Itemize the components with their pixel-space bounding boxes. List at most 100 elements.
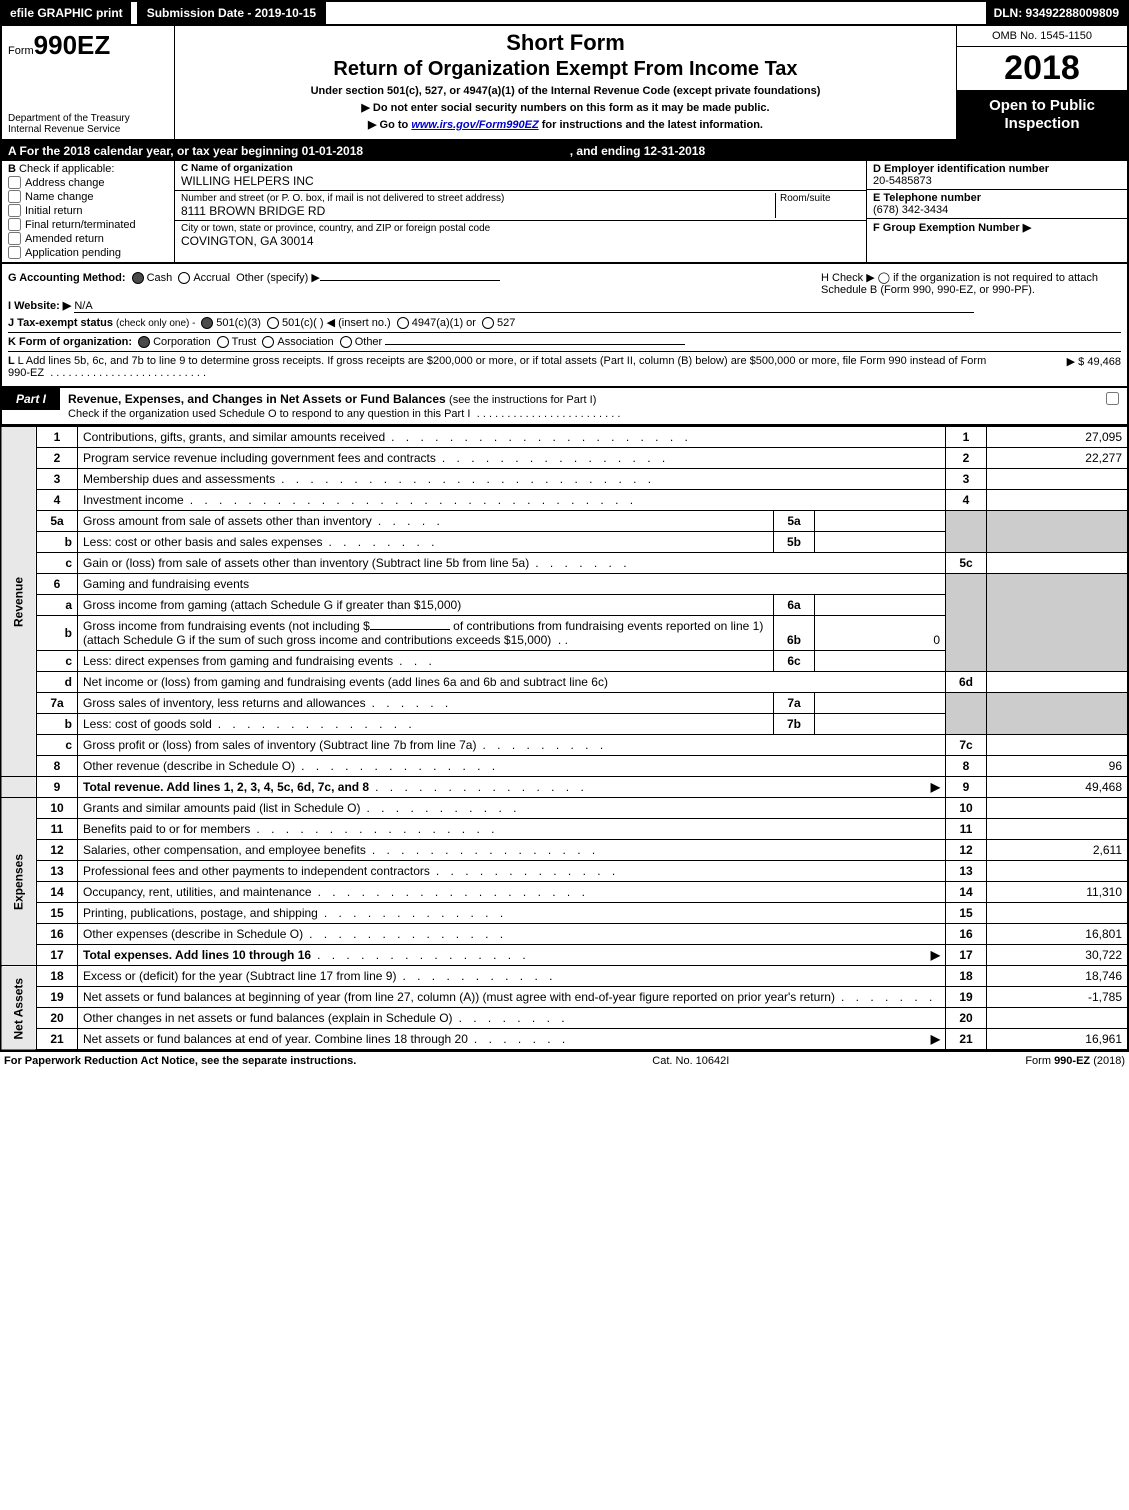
line-16-val: 16,801 [987,924,1129,945]
radio-trust[interactable] [217,336,229,348]
row-13: 13 Professional fees and other payments … [1,861,1128,882]
check-amended-return[interactable] [8,232,21,245]
radio-accrual[interactable] [178,272,190,284]
line-11-val [987,819,1129,840]
line-13-val [987,861,1129,882]
line-6c-minival [815,651,946,672]
line-2-val: 22,277 [987,448,1129,469]
h-text: H Check ▶ ◯ if the organization is not r… [821,271,1121,296]
line-12-val: 2,611 [987,840,1129,861]
g-accrual: Accrual [193,272,230,284]
line-5c-num: c [37,553,78,574]
tax-year: 2018 [957,47,1127,91]
line-16-num: 16 [37,924,78,945]
line-10-desc: Grants and similar amounts paid (list in… [83,801,366,815]
line-16-desc: Other expenses (describe in Schedule O) [83,927,309,941]
check-final-return[interactable] [8,218,21,231]
check-name-change[interactable] [8,190,21,203]
k-label: K Form of organization: [8,336,132,348]
check-pending-label: Application pending [25,247,121,259]
line-6c-desc: Less: direct expenses from gaming and fu… [83,654,399,668]
line-21-val: 16,961 [987,1029,1129,1051]
line-5c-desc: Gain or (loss) from sale of assets other… [83,556,535,570]
efile-print-button[interactable]: efile GRAPHIC print [2,2,131,24]
part-1-schedule-o-check[interactable] [1106,392,1119,405]
line-5c-val [987,553,1129,574]
header-left: Form990EZ Department of the Treasury Int… [2,26,175,139]
dept-irs: Internal Revenue Service [8,124,168,135]
line-5b-mini: 5b [774,532,815,553]
d-label: D Employer identification number [873,163,1121,175]
line-7a-mini: 7a [774,693,815,714]
line-6c-mini: 6c [774,651,815,672]
line-10-val [987,798,1129,819]
short-form-title: Short Form [183,30,948,56]
irs-link[interactable]: www.irs.gov/Form990EZ [411,119,538,131]
radio-cash[interactable] [132,272,144,284]
j-2b: ◀ (insert no.) [327,317,391,329]
check-application-pending[interactable] [8,246,21,259]
radio-association[interactable] [262,336,274,348]
radio-527[interactable] [482,317,494,329]
line-17-desc: Total expenses. Add lines 10 through 16 [83,948,317,962]
line-17-box: 17 [946,945,987,966]
radio-corporation[interactable] [138,336,150,348]
row-12: 12 Salaries, other compensation, and emp… [1,840,1128,861]
line-6a-desc: Gross income from gaming (attach Schedul… [83,598,461,612]
line-20-val [987,1008,1129,1029]
radio-501c[interactable] [267,317,279,329]
check-address-change[interactable] [8,176,21,189]
subtitle-3-pre: ▶ Go to [368,119,411,131]
row-16: 16 Other expenses (describe in Schedule … [1,924,1128,945]
row-3: 3 Membership dues and assessments. . . .… [1,469,1128,490]
k-3: Association [277,336,333,348]
line-15-num: 15 [37,903,78,924]
line-5b-num: b [37,532,78,553]
line-6d-num: d [37,672,78,693]
check-address-label: Address change [25,177,105,189]
line-6-num: 6 [37,574,78,595]
radio-501c3[interactable] [201,317,213,329]
line-8-num: 8 [37,756,78,777]
k-other-input[interactable] [385,344,685,345]
row-2: 2 Program service revenue including gove… [1,448,1128,469]
k-4: Other [355,336,383,348]
year-begin: 01-01-2018 [302,144,363,158]
line-19-desc: Net assets or fund balances at beginning… [83,990,841,1004]
city-value: COVINGTON, GA 30014 [181,234,860,248]
line-6b-input[interactable] [370,629,450,630]
line-1-num: 1 [37,427,78,448]
line-4-desc: Investment income [83,493,190,507]
org-name: WILLING HELPERS INC [181,174,860,188]
line-11-desc: Benefits paid to or for members [83,822,256,836]
line-14-num: 14 [37,882,78,903]
dln-label: DLN: 93492288009809 [986,2,1127,24]
subtitle-3-post: for instructions and the latest informat… [539,119,763,131]
check-initial-label: Initial return [25,205,82,217]
subtitle-1: Under section 501(c), 527, or 4947(a)(1)… [183,85,948,97]
g-other: Other (specify) ▶ [236,272,320,284]
line-7a-desc: Gross sales of inventory, less returns a… [83,696,372,710]
line-20-num: 20 [37,1008,78,1029]
street-value: 8111 BROWN BRIDGE RD [181,204,775,218]
part-1-header: Part I Revenue, Expenses, and Changes in… [0,388,1129,426]
line-7c-box: 7c [946,735,987,756]
line-4-box: 4 [946,490,987,511]
line-15-val [987,903,1129,924]
omb-number: OMB No. 1545-1150 [957,26,1127,47]
line-15-box: 15 [946,903,987,924]
line-2-num: 2 [37,448,78,469]
g-other-input[interactable] [320,280,500,281]
b-text: Check if applicable: [19,163,114,175]
radio-4947[interactable] [397,317,409,329]
line-15-desc: Printing, publications, postage, and shi… [83,906,324,920]
main-title: Return of Organization Exempt From Incom… [183,58,948,81]
check-initial-return[interactable] [8,204,21,217]
line-19-num: 19 [37,987,78,1008]
f-label: F Group Exemption Number ▶ [873,221,1121,234]
radio-other-org[interactable] [340,336,352,348]
line-17-num: 17 [37,945,78,966]
footer-right: Form 990-EZ (2018) [1025,1055,1125,1067]
footer: For Paperwork Reduction Act Notice, see … [0,1051,1129,1070]
row-10: Expenses 10 Grants and similar amounts p… [1,798,1128,819]
